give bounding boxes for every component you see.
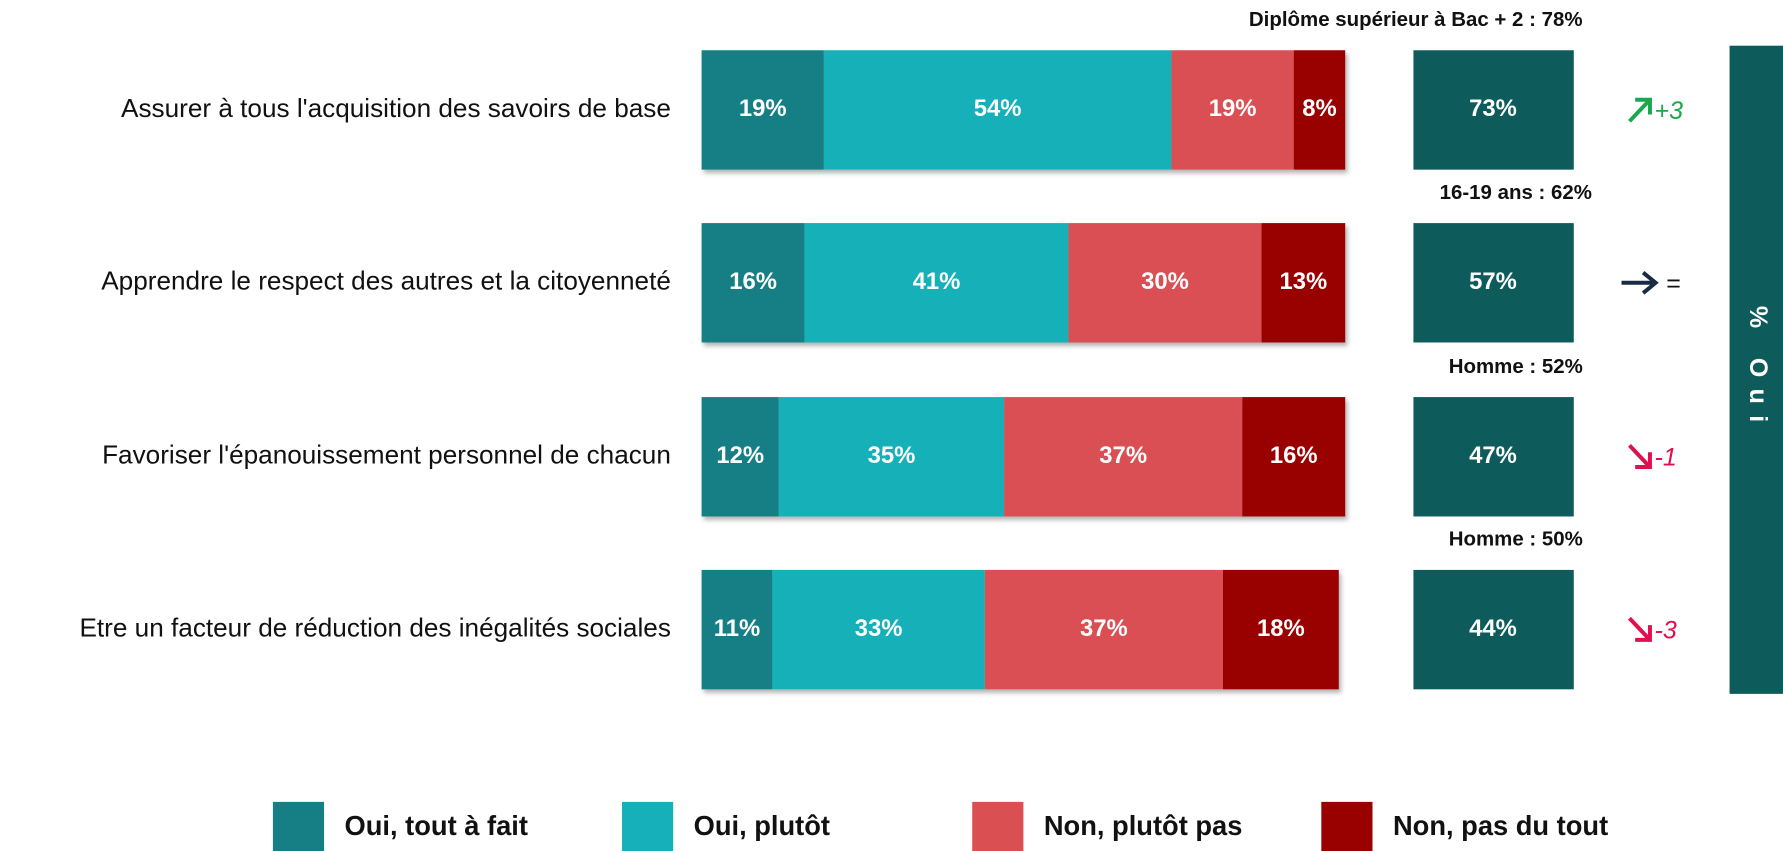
total-label: 44% bbox=[1469, 615, 1517, 642]
bar-segment bbox=[984, 569, 1223, 690]
trend-label: = bbox=[1666, 270, 1681, 298]
bar-segment bbox=[1068, 223, 1262, 343]
bar-segment bbox=[1293, 50, 1346, 170]
totals-title-panel bbox=[1729, 45, 1783, 694]
total-label: 57% bbox=[1469, 268, 1517, 295]
category-label: Apprendre le respect des autres et la ci… bbox=[101, 266, 671, 296]
trend-arrow bbox=[1628, 616, 1652, 642]
legend-swatch bbox=[972, 801, 1024, 851]
trend-label: -1 bbox=[1655, 444, 1677, 472]
value-label: 19% bbox=[739, 95, 787, 122]
trend-arrow bbox=[1628, 97, 1652, 123]
legend-swatch bbox=[622, 801, 674, 851]
annotation: Homme : 50% bbox=[1449, 528, 1583, 551]
annotation: 16-19 ans : 62% bbox=[1440, 181, 1592, 204]
value-label: 18% bbox=[1257, 615, 1305, 642]
value-label: 41% bbox=[913, 268, 961, 295]
legend-swatch bbox=[272, 801, 325, 851]
total-box bbox=[1413, 569, 1574, 690]
total-box bbox=[1413, 50, 1574, 170]
legend-label: Oui, plutôt bbox=[694, 810, 830, 841]
trend-label: +3 bbox=[1655, 97, 1684, 125]
total-box bbox=[1413, 397, 1574, 517]
total-label: 73% bbox=[1469, 95, 1517, 122]
annotation: Diplôme supérieur à Bac + 2 : 78% bbox=[1249, 8, 1583, 31]
trend-arrow bbox=[1621, 271, 1659, 295]
bar-segment bbox=[1261, 223, 1346, 343]
value-label: 16% bbox=[729, 268, 777, 295]
bar-segment bbox=[701, 223, 805, 343]
totals-title: % Oui bbox=[1744, 306, 1772, 434]
bar-segment bbox=[1171, 50, 1294, 170]
trend-label: -3 bbox=[1655, 616, 1677, 644]
legend-swatch bbox=[1321, 801, 1373, 851]
annotation: Homme : 52% bbox=[1449, 355, 1583, 378]
bar-segment bbox=[772, 569, 985, 690]
bar-segment bbox=[1242, 397, 1346, 517]
value-label: 35% bbox=[868, 442, 916, 469]
bar-segment bbox=[701, 397, 779, 517]
value-label: 33% bbox=[855, 615, 903, 642]
category-label: Etre un facteur de réduction des inégali… bbox=[79, 613, 670, 643]
legend-label: Non, plutôt pas bbox=[1044, 810, 1243, 841]
trend-arrow bbox=[1628, 444, 1652, 469]
value-label: 30% bbox=[1141, 268, 1189, 295]
legend-label: Non, pas du tout bbox=[1393, 810, 1608, 841]
value-label: 12% bbox=[716, 442, 764, 469]
value-label: 37% bbox=[1080, 615, 1128, 642]
category-label: Assurer à tous l'acquisition des savoirs… bbox=[121, 93, 671, 123]
bar-segment bbox=[701, 569, 773, 690]
bar-segment bbox=[823, 50, 1172, 170]
value-label: 8% bbox=[1302, 95, 1336, 122]
total-box bbox=[1413, 223, 1574, 343]
category-label: Favoriser l'épanouissement personnel de … bbox=[102, 440, 671, 470]
value-label: 37% bbox=[1099, 442, 1147, 469]
bar-group bbox=[701, 569, 1339, 690]
bar-group bbox=[701, 50, 1346, 170]
value-label: 16% bbox=[1270, 442, 1318, 469]
bar-segment bbox=[804, 223, 1069, 343]
bar-group bbox=[701, 223, 1346, 343]
bar-segment bbox=[1004, 397, 1243, 517]
total-label: 47% bbox=[1469, 442, 1517, 469]
bar-segment bbox=[1222, 569, 1339, 690]
bar-group bbox=[701, 397, 1346, 517]
value-label: 19% bbox=[1209, 95, 1257, 122]
bar-segment bbox=[701, 50, 824, 170]
legend-label: Oui, tout à fait bbox=[345, 810, 528, 841]
value-label: 13% bbox=[1279, 268, 1327, 295]
value-label: 11% bbox=[714, 615, 760, 642]
bar-segment bbox=[778, 397, 1005, 517]
value-label: 54% bbox=[974, 95, 1022, 122]
